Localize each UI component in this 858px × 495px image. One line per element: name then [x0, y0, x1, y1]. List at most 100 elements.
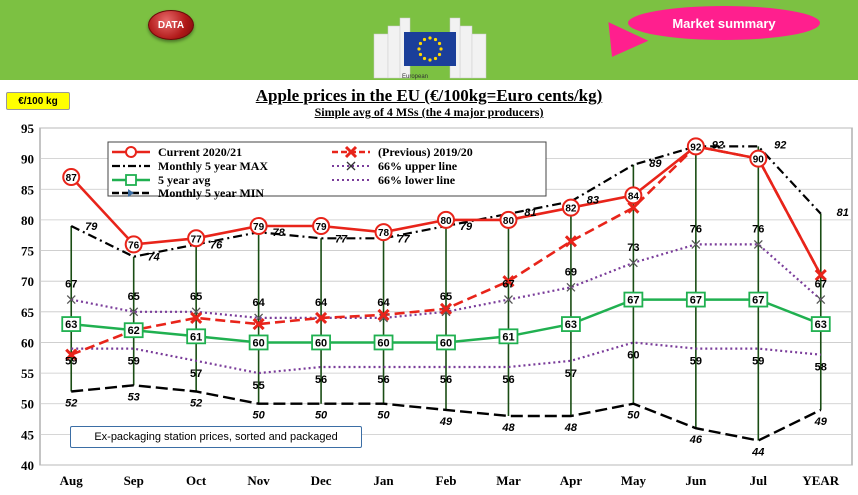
y-tick-label: 90	[21, 152, 34, 167]
y-tick-label: 75	[21, 244, 35, 259]
x-tick-label: YEAR	[802, 473, 839, 488]
min-value-label: 48	[501, 422, 515, 434]
min-value-label: 49	[439, 416, 453, 428]
legend-marker	[344, 145, 358, 159]
lower-value-label: 58	[815, 362, 827, 374]
y-tick-label: 65	[21, 305, 35, 320]
current-value-label: 84	[628, 191, 640, 202]
eu-star-icon	[417, 47, 421, 51]
current-value-label: 92	[690, 142, 702, 153]
legend-marker	[125, 174, 137, 186]
current-value-label: 76	[128, 240, 140, 251]
avg-marker	[623, 291, 644, 308]
upper-value-label: 64	[252, 297, 265, 309]
y-tick-label: 95	[21, 121, 35, 136]
eu-star-icon	[437, 41, 442, 46]
legend-label: 66% lower line	[378, 173, 456, 187]
avg-value-label: 67	[690, 295, 702, 307]
current-value-label: 79	[253, 222, 265, 233]
min-value-label: 49	[814, 416, 828, 428]
upper-value-label: 73	[627, 242, 639, 254]
current-marker	[561, 198, 580, 217]
x-tick-label: Jun	[685, 473, 707, 488]
current-value-label: 80	[440, 216, 452, 227]
max-value-label: 74	[148, 252, 160, 264]
upper-value-label: 65	[190, 291, 202, 303]
series-66-lower	[71, 341, 821, 375]
eu-star-icon	[433, 56, 438, 61]
previous-marker	[502, 275, 515, 288]
y-tick-label: 70	[21, 274, 34, 289]
legend-marker	[128, 189, 134, 197]
legend-label: 5 year avg	[158, 173, 210, 187]
lower-value-label: 59	[752, 356, 764, 368]
current-marker	[749, 149, 768, 168]
avg-value-label: 60	[377, 337, 389, 349]
avg-marker	[248, 334, 269, 351]
min-value-label: 50	[627, 410, 640, 422]
lower-value-label: 59	[690, 356, 702, 368]
chart-subtitle: Simple avg of 4 MSs (the 4 major produce…	[314, 105, 544, 119]
current-value-label: 77	[191, 234, 203, 245]
legend-marker	[346, 161, 356, 171]
avg-marker	[748, 291, 769, 308]
min-value-label: 48	[564, 422, 578, 434]
previous-marker	[564, 235, 577, 248]
min-value-label: 53	[128, 391, 140, 403]
min-value-label: 44	[751, 446, 764, 458]
avg-marker	[186, 328, 207, 345]
upper-marker	[691, 239, 701, 249]
logo-caption: European	[402, 74, 429, 80]
footnote-box: Ex-packaging station prices, sorted and …	[70, 426, 362, 448]
x-tick-label: Jul	[750, 473, 768, 488]
eu-star-icon	[418, 41, 423, 46]
current-marker	[124, 235, 143, 254]
series-5yr-min	[71, 384, 822, 442]
min-value-label: 52	[190, 397, 202, 409]
previous-marker	[439, 302, 453, 315]
avg-value-label: 67	[752, 295, 764, 307]
eu-star-icon	[422, 56, 427, 61]
lower-value-label: 56	[315, 374, 327, 386]
upper-value-label: 76	[690, 223, 702, 235]
x-tick-label: Feb	[436, 473, 457, 488]
upper-value-label: 64	[377, 297, 390, 309]
avg-marker	[561, 316, 581, 332]
max-value-label: 79	[85, 221, 98, 233]
current-marker	[187, 229, 206, 248]
market-summary-button[interactable]: Market summary	[628, 6, 820, 40]
lower-value-label: 56	[377, 374, 389, 386]
eu-star-icon	[428, 36, 432, 40]
y-tick-label: 40	[21, 458, 34, 473]
x-tick-label: Aug	[60, 473, 84, 488]
x-tick-label: May	[621, 473, 647, 488]
previous-marker	[315, 311, 328, 325]
current-value-label: 80	[503, 216, 515, 227]
upper-value-label: 65	[440, 291, 452, 303]
unit-badge: €/100 kg	[6, 92, 70, 110]
previous-marker	[627, 201, 640, 214]
lower-value-label: 55	[252, 380, 264, 392]
current-marker	[374, 223, 393, 242]
x-tick-label: Oct	[186, 473, 207, 488]
max-value-label: 83	[587, 195, 599, 207]
chart-title: Apple prices in the EU (€/100kg=Euro cen…	[255, 86, 603, 105]
avg-value-label: 63	[65, 319, 77, 331]
eu-commission-logo: European	[372, 4, 488, 80]
max-value-label: 89	[649, 158, 662, 170]
x-tick-label: Apr	[560, 473, 583, 488]
legend: Current 2020/21 (Previous) 2019/20 Monthly…	[107, 141, 547, 200]
min-value-label: 50	[315, 410, 328, 422]
x-tick-label: Dec	[311, 473, 332, 488]
min-value-label: 52	[65, 397, 77, 409]
current-value-label: 79	[316, 222, 328, 233]
x-tick-label: Nov	[247, 473, 270, 488]
y-tick-label: 55	[21, 366, 35, 381]
y-tick-label: 60	[21, 335, 34, 350]
y-tick-label: 45	[21, 427, 35, 442]
legend-label: 66% upper line	[378, 159, 458, 173]
lower-value-label: 57	[190, 368, 202, 380]
avg-value-label: 63	[815, 319, 827, 331]
data-button[interactable]: DATA	[148, 10, 194, 40]
